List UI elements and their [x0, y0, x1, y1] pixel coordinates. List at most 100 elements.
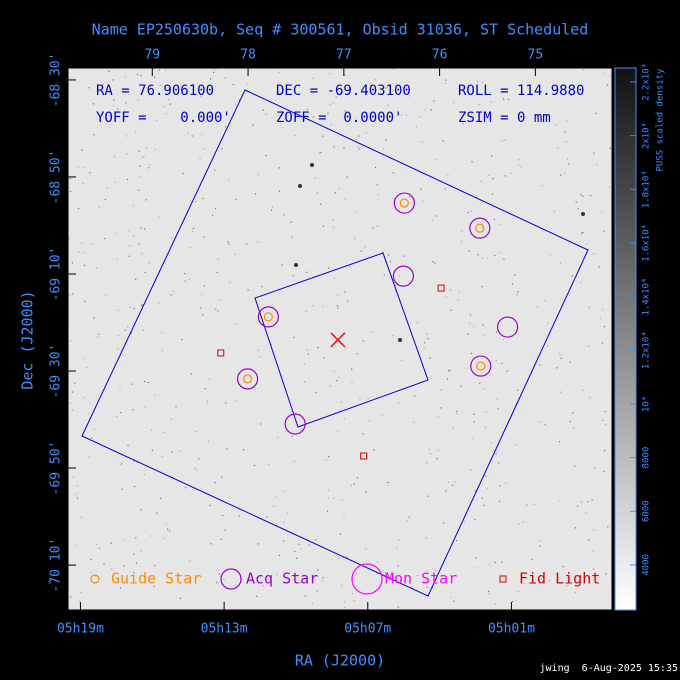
detector-outline	[81, 89, 589, 597]
noise-dot	[335, 96, 337, 98]
noise-dot	[144, 272, 146, 274]
noise-dot	[392, 172, 395, 174]
noise-dot	[235, 199, 237, 201]
noise-dot	[128, 230, 130, 232]
noise-dot	[450, 596, 452, 598]
noise-dot	[317, 346, 319, 349]
noise-dot	[114, 181, 116, 183]
noise-dot	[602, 419, 604, 421]
noise-dot	[539, 364, 541, 366]
noise-dot	[474, 519, 476, 521]
noise-dot	[228, 243, 230, 245]
noise-dot	[376, 225, 378, 227]
noise-dot	[490, 101, 492, 103]
noise-dot	[224, 126, 227, 128]
noise-dot	[559, 441, 561, 443]
noise-dot	[90, 571, 93, 573]
noise-dot	[306, 108, 308, 110]
noise-dot	[337, 307, 339, 309]
noise-dot	[72, 476, 74, 478]
noise-dot	[200, 307, 202, 309]
noise-dot	[491, 155, 493, 157]
noise-dot	[278, 190, 280, 192]
noise-dot	[503, 258, 505, 260]
noise-dot	[515, 402, 517, 405]
guide-star	[242, 374, 253, 384]
noise-dot	[93, 317, 95, 319]
noise-dot	[69, 177, 71, 180]
noise-dot	[224, 529, 226, 531]
noise-dot	[344, 198, 346, 200]
noise-dot	[277, 436, 279, 438]
noise-dot	[83, 396, 85, 399]
footer: jwing 6-Aug-2025 15:35	[540, 663, 678, 674]
acq-star	[284, 413, 306, 435]
noise-dot	[104, 237, 106, 240]
noise-dot	[322, 577, 324, 579]
noise-dot	[83, 251, 85, 254]
noise-dot	[343, 418, 345, 420]
noise-dot	[430, 109, 433, 111]
noise-dot	[565, 141, 567, 143]
colorbar-label: PUSS scaled density	[656, 68, 666, 172]
noise-dot	[98, 206, 100, 208]
noise-dot	[80, 516, 82, 519]
noise-dot	[590, 195, 592, 197]
noise-dot	[515, 599, 517, 601]
noise-dot	[278, 71, 280, 74]
noise-dot	[69, 294, 71, 296]
noise-dot	[502, 338, 505, 341]
noise-dot	[92, 103, 95, 105]
noise-dot	[265, 113, 267, 115]
noise-dot	[387, 254, 390, 256]
noise-dot	[242, 449, 245, 451]
noise-dot	[91, 437, 93, 439]
noise-dot	[344, 291, 346, 293]
noise-dot	[541, 185, 543, 187]
noise-dot	[190, 247, 192, 249]
noise-dot	[98, 333, 100, 335]
noise-dot	[396, 547, 398, 550]
noise-dot	[574, 465, 576, 467]
noise-dot	[348, 266, 350, 268]
noise-dot	[170, 237, 173, 239]
noise-dot	[196, 469, 198, 471]
noise-dot	[229, 281, 231, 284]
noise-dot	[214, 169, 216, 171]
noise-dot	[406, 520, 408, 522]
noise-dot	[351, 368, 353, 370]
noise-dot	[433, 100, 435, 102]
legend-label: Fid Light	[519, 570, 600, 588]
noise-dot	[505, 482, 507, 484]
noise-dot	[351, 593, 353, 595]
noise-dot	[265, 154, 267, 157]
noise-dot	[316, 590, 318, 592]
noise-dot	[495, 453, 497, 455]
noise-dot	[506, 370, 509, 372]
noise-dot	[138, 243, 140, 245]
noise-dot	[304, 381, 306, 383]
noise-dot	[332, 102, 334, 104]
noise-dot	[122, 539, 125, 542]
chart-title: Name EP250630b, Seq # 300561, Obsid 3103…	[92, 21, 589, 39]
noise-dot	[161, 331, 163, 334]
noise-dot	[334, 192, 336, 194]
noise-dot	[111, 568, 113, 570]
noise-dot	[332, 219, 334, 221]
noise-dot	[593, 152, 595, 154]
noise-dot	[571, 275, 573, 277]
x-top-tick-label: 76	[432, 48, 448, 63]
noise-dot	[158, 69, 160, 71]
noise-dot	[130, 332, 132, 334]
noise-dot	[192, 227, 195, 230]
noise-dot	[143, 473, 145, 476]
noise-dot	[423, 342, 425, 344]
noise-dot	[119, 587, 122, 589]
noise-dot	[235, 103, 237, 105]
noise-dot	[403, 92, 405, 94]
noise-dot	[484, 426, 487, 428]
noise-dot	[72, 293, 74, 295]
noise-dot	[359, 398, 361, 400]
noise-dot	[271, 206, 273, 208]
x-top-tick-label: 77	[336, 48, 352, 63]
